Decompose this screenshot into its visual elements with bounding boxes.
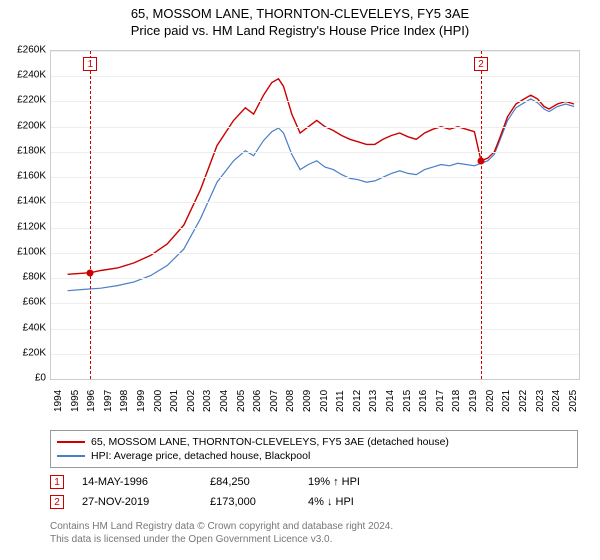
- y-tick-label: £140K: [17, 196, 46, 207]
- grid-line: [51, 329, 579, 330]
- y-tick-label: £260K: [17, 45, 46, 56]
- grid-line: [51, 354, 579, 355]
- legend-swatch: [57, 441, 85, 443]
- y-tick-label: £60K: [23, 297, 46, 308]
- legend-item: HPI: Average price, detached house, Blac…: [57, 449, 571, 463]
- x-tick-label: 2014: [385, 390, 396, 412]
- transaction-marker: 1: [50, 475, 64, 489]
- transaction-row: 1 14-MAY-1996 £84,250 19% ↑ HPI: [50, 472, 578, 492]
- x-tick-label: 2019: [468, 390, 479, 412]
- x-tick-label: 2006: [252, 390, 263, 412]
- grid-line: [51, 101, 579, 102]
- legend-swatch: [57, 455, 85, 457]
- x-tick-label: 2009: [302, 390, 313, 412]
- y-axis: £0£20K£40K£60K£80K£100K£120K£140K£160K£1…: [0, 50, 50, 378]
- x-tick-label: 2021: [501, 390, 512, 412]
- x-tick-label: 2025: [568, 390, 579, 412]
- x-tick-label: 2024: [551, 390, 562, 412]
- grid-line: [51, 202, 579, 203]
- grid-line: [51, 127, 579, 128]
- x-tick-label: 2015: [402, 390, 413, 412]
- footer: Contains HM Land Registry data © Crown c…: [50, 520, 578, 546]
- x-tick-label: 2000: [153, 390, 164, 412]
- x-tick-label: 2010: [319, 390, 330, 412]
- x-tick-label: 2022: [518, 390, 529, 412]
- marker-dashed-line: [90, 51, 91, 379]
- x-tick-label: 1999: [136, 390, 147, 412]
- grid-line: [51, 76, 579, 77]
- x-tick-label: 1995: [70, 390, 81, 412]
- x-tick-label: 2001: [169, 390, 180, 412]
- grid-line: [51, 253, 579, 254]
- x-tick-label: 1997: [103, 390, 114, 412]
- x-tick-label: 2012: [352, 390, 363, 412]
- y-tick-label: £180K: [17, 145, 46, 156]
- y-tick-label: £100K: [17, 246, 46, 257]
- x-tick-label: 1996: [86, 390, 97, 412]
- x-tick-label: 2013: [368, 390, 379, 412]
- x-tick-label: 2017: [435, 390, 446, 412]
- grid-line: [51, 303, 579, 304]
- footer-line-1: Contains HM Land Registry data © Crown c…: [50, 520, 578, 533]
- grid-line: [51, 152, 579, 153]
- title-line-1: 65, MOSSOM LANE, THORNTON-CLEVELEYS, FY5…: [0, 6, 600, 21]
- x-tick-label: 2020: [485, 390, 496, 412]
- x-tick-label: 1998: [119, 390, 130, 412]
- x-tick-label: 2008: [285, 390, 296, 412]
- grid-line: [51, 228, 579, 229]
- transaction-delta: 19% ↑ HPI: [308, 472, 398, 492]
- transactions-table: 1 14-MAY-1996 £84,250 19% ↑ HPI 2 27-NOV-2019…: [50, 472, 578, 512]
- x-tick-label: 2011: [335, 390, 346, 412]
- transaction-date: 14-MAY-1996: [82, 472, 192, 492]
- transaction-price: £84,250: [210, 472, 290, 492]
- footer-line-2: This data is licensed under the Open Gov…: [50, 533, 578, 546]
- y-tick-label: £0: [35, 373, 46, 384]
- transaction-date: 27-NOV-2019: [82, 492, 192, 512]
- x-tick-label: 2023: [535, 390, 546, 412]
- plot-area: 12: [50, 50, 580, 380]
- x-tick-label: 2007: [269, 390, 280, 412]
- x-tick-label: 1994: [53, 390, 64, 412]
- y-tick-label: £240K: [17, 70, 46, 81]
- transaction-price: £173,000: [210, 492, 290, 512]
- y-tick-label: £120K: [17, 221, 46, 232]
- marker-box: 1: [83, 57, 97, 71]
- grid-line: [51, 278, 579, 279]
- grid-line: [51, 177, 579, 178]
- transaction-marker: 2: [50, 495, 64, 509]
- x-axis: 1994 1995 1996 1997 1998 1999 2000 2001 2002 2003…: [50, 378, 578, 438]
- title-block: 65, MOSSOM LANE, THORNTON-CLEVELEYS, FY5…: [0, 0, 600, 40]
- legend: 65, MOSSOM LANE, THORNTON-CLEVELEYS, FY5…: [50, 430, 578, 468]
- legend-item: 65, MOSSOM LANE, THORNTON-CLEVELEYS, FY5…: [57, 435, 571, 449]
- transaction-row: 2 27-NOV-2019 £173,000 4% ↓ HPI: [50, 492, 578, 512]
- series-svg: [51, 51, 579, 379]
- legend-label: HPI: Average price, detached house, Blac…: [91, 449, 310, 463]
- chart-container: 65, MOSSOM LANE, THORNTON-CLEVELEYS, FY5…: [0, 0, 600, 560]
- x-tick-label: 2016: [418, 390, 429, 412]
- x-tick-label: 2018: [451, 390, 462, 412]
- grid-line: [51, 51, 579, 52]
- y-tick-label: £220K: [17, 95, 46, 106]
- marker-dashed-line: [481, 51, 482, 379]
- legend-label: 65, MOSSOM LANE, THORNTON-CLEVELEYS, FY5…: [91, 435, 449, 449]
- y-tick-label: £20K: [23, 347, 46, 358]
- marker-box: 2: [474, 57, 488, 71]
- marker-dot: [478, 157, 485, 164]
- x-tick-label: 2003: [202, 390, 213, 412]
- marker-dot: [87, 269, 94, 276]
- y-tick-label: £80K: [23, 272, 46, 283]
- transaction-delta: 4% ↓ HPI: [308, 492, 398, 512]
- y-tick-label: £200K: [17, 120, 46, 131]
- x-tick-label: 2004: [219, 390, 230, 412]
- title-line-2: Price paid vs. HM Land Registry's House …: [0, 23, 600, 38]
- x-tick-label: 2002: [186, 390, 197, 412]
- y-tick-label: £40K: [23, 322, 46, 333]
- y-tick-label: £160K: [17, 171, 46, 182]
- x-tick-label: 2005: [236, 390, 247, 412]
